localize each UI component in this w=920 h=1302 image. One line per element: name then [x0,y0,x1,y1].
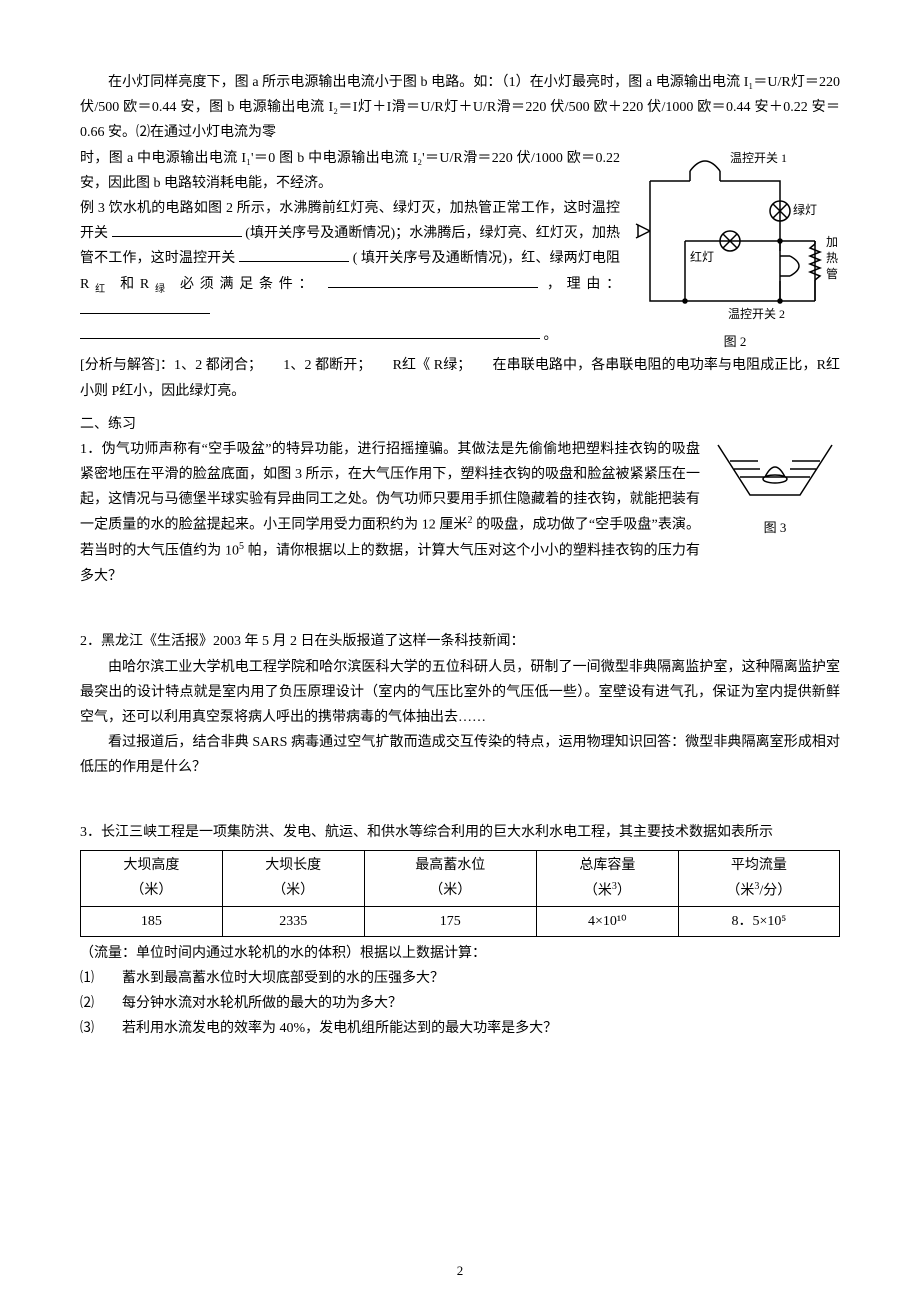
blank-2 [239,247,349,262]
col-2: 最高蓄水位 （米） [364,850,536,906]
question-3-title: 3．长江三峡工程是一项集防洪、发电、航运、和供水等综合利用的巨大水利水电工程，其… [101,820,840,845]
cell-0-2: 175 [364,906,536,936]
col-1-l1: 大坝长度 [265,858,321,873]
blank-1 [112,222,242,237]
cell-0-1: 2335 [222,906,364,936]
q1-sup: 2 [468,515,473,526]
page-number: 2 [0,1259,920,1282]
ex3-c2: 和R [120,277,149,292]
col-0-l1: 大坝高度 [123,858,179,873]
col-0: 大坝高度 （米） [81,850,223,906]
heater-label-1: 加 [826,235,838,249]
col-4-l3: /分） [759,884,791,899]
figure-2: 温控开关 1 绿灯 红灯 加 热 管 温控开关 2 图 2 [630,146,840,354]
col-0-l2: （米） [130,883,172,898]
col-3: 总库容量 （米3） [536,850,678,906]
section-2-heading: 二、练习 [80,412,840,437]
blank-4 [80,299,210,314]
heater-label-3: 管 [826,266,838,281]
analysis: [分析与解答]：1、2 都闭合； 1、2 都断开； R红《 R绿； 在串联电路中… [80,353,840,403]
ex3-e: ，理由： [547,277,620,292]
red-lamp-label: 红灯 [690,249,714,264]
col-2-l2: （米） [429,883,471,898]
cell-0-3: 4×10¹⁰ [536,906,678,936]
col-3-l1: 总库容量 [579,858,635,873]
switch1-label: 温控开关 1 [730,151,787,165]
cell-0-0: 185 [81,906,223,936]
q1-sup2: 5 [239,541,244,552]
blank-3 [328,273,538,288]
col-3-l3: ） [617,884,631,899]
figure-3: 图 3 [710,437,840,540]
q3-sub2: ⑵ 每分钟水流对水轮机所做的最大的功为多大？ [80,991,840,1016]
col-3-l2: （米 [584,884,612,899]
cell-0-4: 8．5×10⁵ [678,906,839,936]
figure-2-caption: 图 2 [630,330,840,353]
ex3-f: 。 [544,328,558,343]
switch2-label: 温控开关 2 [728,307,785,321]
green-lamp-label: 绿灯 [793,202,817,217]
table-header-row: 大坝高度 （米） 大坝长度 （米） 最高蓄水位 （米） 总库容量 （米3） 平均… [81,850,840,906]
col-1-l2: （米） [272,883,314,898]
q3-note: （流量：单位时间内通过水轮机的水的体积）根据以上数据计算： [80,941,840,966]
table-row: 185 2335 175 4×10¹⁰ 8．5×10⁵ [81,906,840,936]
blank-5 [80,324,540,339]
figure-3-caption: 图 3 [710,516,840,539]
heater-label-2: 热 [826,251,838,265]
intro-paragraph: 在小灯同样亮度下，图 a 所示电源输出电流小于图 b 电路。如：（1）在小灯最亮… [80,70,840,146]
col-4-l2: （米 [726,884,754,899]
question-2-title: 2．黑龙江《生活报》2003 年 5 月 2 日在头版报道了这样一条科技新闻： [80,629,840,654]
q3-sub1: ⑴ 蓄水到最高蓄水位时大坝底部受到的水的压强多大？ [80,966,840,991]
col-4: 平均流量 （米3/分） [678,850,839,906]
col-4-l1: 平均流量 [731,858,787,873]
ex3-sub2: 绿 [149,283,171,294]
q3-sub3: ⑶ 若利用水流发电的效率为 40%，发电机组所能达到的最大功率是多大？ [80,1016,840,1041]
ex3-sub1: 红 [89,283,111,294]
ex3-d: 必须满足条件： [180,277,318,292]
question-2-p1: 由哈尔滨工业大学机电工程学院和哈尔滨医科大学的五位科研人员，研制了一间微型非典隔… [80,655,840,731]
circuit-diagram-svg: 温控开关 1 绿灯 红灯 加 热 管 温控开关 2 [630,146,840,321]
question-2-p2: 看过报道后，结合非典 SARS 病毒通过空气扩散而造成交互传染的特点，运用物理知… [80,730,840,780]
data-table: 大坝高度 （米） 大坝长度 （米） 最高蓄水位 （米） 总库容量 （米3） 平均… [80,850,840,937]
col-2-l1: 最高蓄水位 [415,858,485,873]
col-1: 大坝长度 （米） [222,850,364,906]
basin-svg [710,437,840,507]
